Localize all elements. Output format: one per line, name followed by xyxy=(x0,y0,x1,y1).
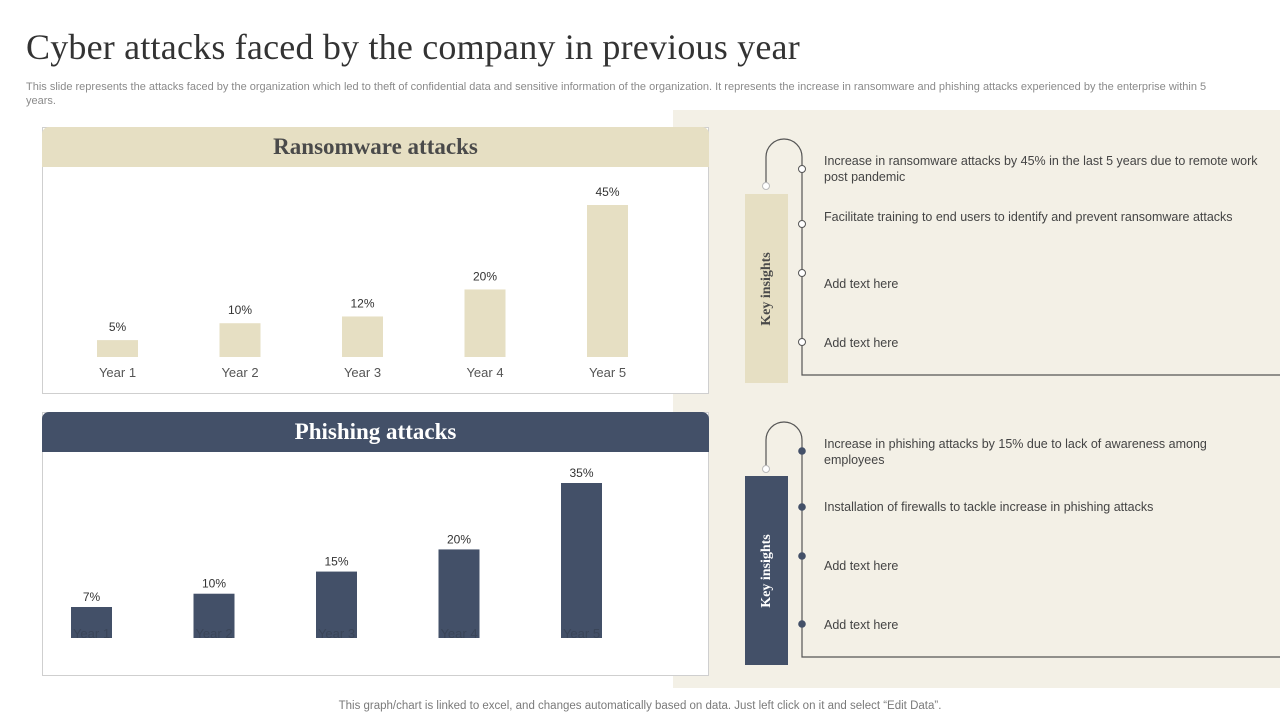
phishing-key-insights-bar: Key insights xyxy=(745,476,788,665)
phishing-category-label: Year 2 xyxy=(195,626,232,641)
ransomware-chart-panel[interactable]: Ransomware attacks 5% Year 1 10% Year 2 12% Y… xyxy=(42,127,709,394)
phishing-data-label: 20% xyxy=(447,532,471,546)
phishing-data-label: 35% xyxy=(569,466,593,480)
phishing-connector-start-dot xyxy=(762,465,770,473)
ransomware-data-label: 20% xyxy=(473,269,497,283)
phishing-bar[interactable] xyxy=(561,483,602,638)
ransomware-bullet-dot xyxy=(798,269,806,277)
ransomware-category-label: Year 2 xyxy=(221,365,258,380)
phishing-bullet-dot xyxy=(798,447,806,455)
ransomware-data-label: 5% xyxy=(109,320,127,334)
phishing-bar[interactable] xyxy=(71,607,112,638)
phishing-bar[interactable] xyxy=(438,549,480,638)
ransomware-data-label: 45% xyxy=(595,185,619,199)
ransomware-connector-path xyxy=(765,138,1280,376)
ransomware-insight-4[interactable]: Add text here xyxy=(824,336,899,350)
ransomware-category-label: Year 1 xyxy=(99,365,136,380)
ransomware-bullet-dot xyxy=(798,220,806,228)
ransomware-insight-1: Increase in ransomware attacks by 45% in… xyxy=(824,154,1258,184)
ransomware-category-label: Year 4 xyxy=(466,365,503,380)
ransomware-insight-2: Facilitate training to end users to iden… xyxy=(824,210,1233,224)
phishing-bar[interactable] xyxy=(316,571,357,638)
ransomware-bullet-dot xyxy=(798,165,806,173)
ransomware-bar[interactable] xyxy=(97,340,138,357)
phishing-bullet-dot xyxy=(798,552,806,560)
ransomware-bar-chart[interactable]: 5% Year 1 10% Year 2 12% Year 3 20% Year 4 45% Ye… xyxy=(43,128,710,395)
phishing-data-label: 15% xyxy=(324,555,348,569)
ransomware-bar[interactable] xyxy=(219,323,261,357)
phishing-chart-header: Phishing attacks xyxy=(42,412,709,452)
ransomware-category-label: Year 5 xyxy=(589,365,626,380)
phishing-insight-4[interactable]: Add text here xyxy=(824,618,899,632)
phishing-category-label: Year 5 xyxy=(563,626,600,641)
phishing-data-label: 10% xyxy=(202,577,226,591)
ransomware-data-label: 10% xyxy=(228,303,252,317)
phishing-insight-2: Installation of firewalls to tackle incr… xyxy=(824,500,1154,514)
phishing-connector-path xyxy=(765,421,1280,658)
phishing-data-label: 7% xyxy=(83,590,101,604)
page-subtitle: This slide represents the attacks faced … xyxy=(26,81,1207,107)
phishing-insight-1: Increase in phishing attacks by 15% due … xyxy=(824,437,1207,467)
page-title: Cyber attacks faced by the company in pr… xyxy=(26,27,800,67)
phishing-bullet-dot xyxy=(798,503,806,511)
ransomware-category-label: Year 3 xyxy=(344,365,381,380)
phishing-bullet-dot xyxy=(798,620,806,628)
ransomware-chart-header: Ransomware attacks xyxy=(42,127,709,167)
ransomware-bar[interactable] xyxy=(587,205,628,357)
ransomware-insight-3[interactable]: Add text here xyxy=(824,277,899,291)
ransomware-bullet-dot xyxy=(798,338,806,346)
phishing-category-label: Year 3 xyxy=(318,626,355,641)
phishing-insight-3[interactable]: Add text here xyxy=(824,559,899,573)
phishing-bar-chart[interactable]: 7% Year 1 10% Year 2 15% Year 3 20% Year 4 35% Ye… xyxy=(43,413,710,677)
phishing-chart-panel[interactable]: Phishing attacks 7% Year 1 10% Year 2 15% Yea… xyxy=(42,412,709,676)
phishing-category-label: Year 1 xyxy=(73,626,110,641)
ransomware-key-insights-bar: Key insights xyxy=(745,194,788,383)
ransomware-connector-start-dot xyxy=(762,182,770,190)
footer-note: This graph/chart is linked to excel, and… xyxy=(338,700,942,712)
phishing-category-label: Year 4 xyxy=(440,626,477,641)
ransomware-bar[interactable] xyxy=(464,289,506,357)
phishing-bar[interactable] xyxy=(193,593,235,638)
ransomware-data-label: 12% xyxy=(350,296,374,310)
ransomware-bar[interactable] xyxy=(342,316,383,357)
